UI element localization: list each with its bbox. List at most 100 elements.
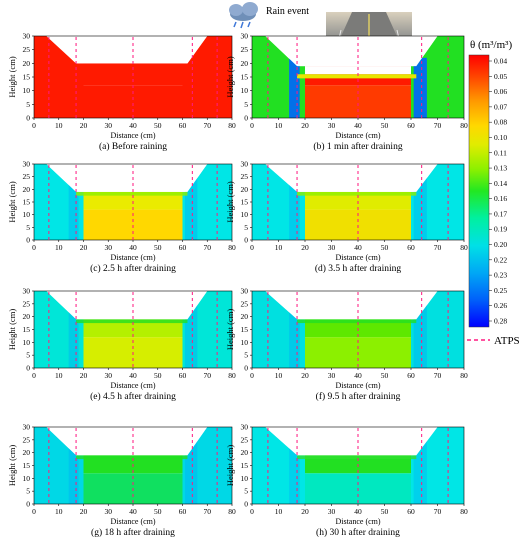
y-tick-label: 15 [241, 198, 249, 207]
y-tick-label: 10 [241, 474, 249, 483]
y-axis-label: Height (cm) [7, 56, 17, 97]
x-tick-label: 30 [105, 507, 113, 516]
x-tick-label: 30 [328, 243, 336, 252]
x-tick-label: 70 [434, 121, 442, 130]
x-tick-label: 50 [154, 243, 162, 252]
x-tick-label: 40 [129, 507, 137, 516]
x-tick-label: 80 [228, 121, 236, 130]
x-tick-label: 10 [55, 507, 63, 516]
x-tick-label: 60 [179, 507, 187, 516]
x-tick-label: 80 [460, 243, 468, 252]
x-tick-label: 30 [105, 243, 113, 252]
rain-cloud-icon [229, 2, 258, 29]
y-tick-label: 20 [241, 185, 249, 194]
wet-column-right [413, 57, 427, 118]
x-tick-label: 50 [154, 121, 162, 130]
x-tick-label: 20 [301, 507, 309, 516]
x-tick-label: 50 [381, 243, 389, 252]
wet-column-left [68, 437, 79, 504]
y-tick-label: 20 [23, 185, 31, 194]
soil-center-lower [305, 85, 411, 118]
panel-caption: (a) Before raining [99, 141, 167, 152]
y-tick-label: 25 [23, 172, 31, 181]
x-axis-label: Distance (cm) [335, 381, 380, 390]
y-tick-label: 5 [244, 487, 248, 496]
x-tick-label: 0 [250, 507, 254, 516]
x-tick-label: 30 [328, 121, 336, 130]
x-tick-label: 40 [354, 121, 362, 130]
x-tick-label: 70 [434, 371, 442, 380]
colorbar-tick-label: 0.23 [494, 271, 507, 280]
x-tick-label: 50 [381, 121, 389, 130]
panel-caption: (d) 3.5 h after draining [315, 263, 402, 274]
x-tick-label: 10 [275, 507, 283, 516]
x-tick-label: 20 [80, 371, 88, 380]
y-tick-label: 30 [241, 32, 249, 41]
air-region [46, 291, 208, 320]
x-axis-label: Distance (cm) [335, 517, 380, 526]
x-axis-label: Distance (cm) [110, 253, 155, 262]
y-tick-label: 25 [241, 172, 249, 181]
x-tick-label: 40 [129, 121, 137, 130]
colorbar-tick-label: 0.14 [494, 179, 507, 188]
x-tick-label: 50 [381, 507, 389, 516]
y-tick-label: 10 [241, 338, 249, 347]
y-axis-label: Height (cm) [225, 309, 235, 350]
colorbar-tick-label: 0.05 [494, 72, 507, 81]
x-tick-label: 10 [55, 121, 63, 130]
x-tick-label: 80 [460, 507, 468, 516]
x-tick-label: 20 [80, 121, 88, 130]
soil-center-upper [83, 191, 183, 210]
y-tick-label: 15 [241, 461, 249, 470]
soil-center-topband [76, 455, 188, 460]
y-tick-label: 10 [23, 474, 31, 483]
x-tick-label: 20 [301, 371, 309, 380]
y-tick-label: 25 [23, 299, 31, 308]
air-region [265, 36, 438, 67]
air-region [265, 427, 438, 456]
soil-center-topband [76, 319, 188, 324]
x-tick-label: 80 [460, 121, 468, 130]
panel-caption: (h) 30 h after draining [316, 527, 400, 538]
y-tick-label: 20 [241, 59, 249, 68]
y-tick-label: 0 [26, 236, 30, 245]
x-tick-label: 70 [204, 121, 212, 130]
x-tick-label: 10 [275, 371, 283, 380]
atps-legend-label: ATPS [494, 335, 520, 347]
y-tick-label: 10 [23, 338, 31, 347]
y-tick-label: 0 [26, 364, 30, 373]
x-axis-label: Distance (cm) [110, 131, 155, 140]
x-tick-label: 40 [354, 371, 362, 380]
x-tick-label: 80 [228, 507, 236, 516]
y-tick-label: 30 [23, 287, 31, 296]
x-tick-label: 0 [250, 371, 254, 380]
y-tick-label: 0 [26, 114, 30, 123]
air-region [46, 427, 208, 456]
x-tick-label: 20 [80, 507, 88, 516]
x-tick-label: 50 [381, 371, 389, 380]
colorbar-tick-label: 0.20 [494, 240, 507, 249]
x-tick-label: 70 [204, 371, 212, 380]
y-tick-label: 30 [23, 160, 31, 169]
wet-column-left [289, 57, 300, 118]
y-tick-label: 5 [244, 223, 248, 232]
y-tick-label: 0 [244, 114, 248, 123]
x-axis-label: Distance (cm) [110, 517, 155, 526]
x-tick-label: 40 [354, 507, 362, 516]
y-axis-label: Height (cm) [7, 181, 17, 222]
y-tick-label: 15 [23, 73, 31, 82]
soil-left-zone [34, 36, 84, 118]
y-tick-label: 0 [26, 500, 30, 509]
x-tick-label: 80 [228, 371, 236, 380]
y-tick-label: 30 [241, 160, 249, 169]
y-tick-label: 30 [23, 423, 31, 432]
colorbar-tick-label: 0.25 [494, 286, 507, 295]
x-tick-label: 60 [179, 371, 187, 380]
x-tick-label: 30 [328, 507, 336, 516]
